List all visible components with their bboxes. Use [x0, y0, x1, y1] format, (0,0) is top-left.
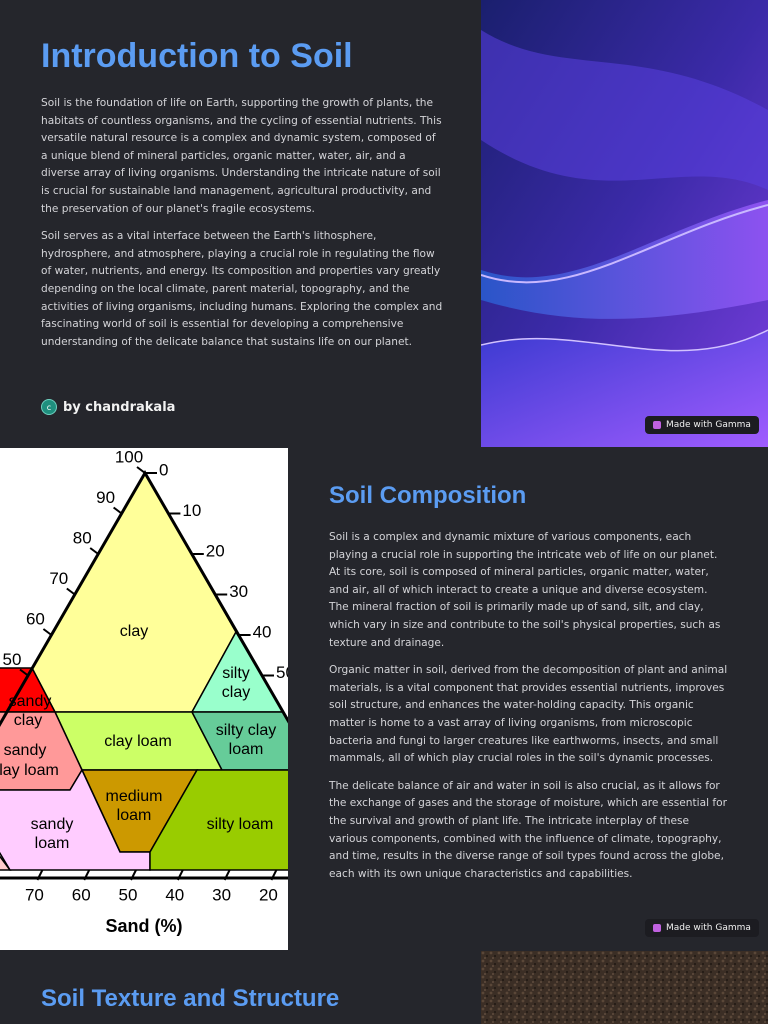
region-label: clay loam — [0, 762, 59, 779]
tick — [270, 869, 278, 881]
tick-label: 60 — [26, 609, 45, 628]
tick — [136, 466, 146, 474]
soil-texture-triangle: clay silty clay sandy clay clay loam silty cla… — [0, 448, 288, 950]
region-label: loam — [229, 741, 264, 758]
region-label: clay — [222, 684, 250, 701]
region-label: sandy — [31, 816, 74, 833]
badge-text: Made with Gamma — [666, 420, 751, 430]
tick — [112, 506, 123, 515]
tick-label: 50 — [119, 885, 138, 904]
region-label: clay — [120, 623, 148, 640]
tick-label: 100 — [115, 448, 143, 466]
tick-label: 90 — [96, 488, 115, 507]
avatar: c — [41, 399, 57, 415]
author: c by chandrakala — [41, 399, 175, 415]
tick-label: 50 — [3, 650, 22, 669]
region — [149, 769, 288, 871]
tick — [19, 668, 29, 677]
region-label: sandy — [4, 742, 47, 759]
tick-label: 0 — [159, 460, 168, 479]
region-label: sandy — [9, 693, 52, 710]
region-label: medium — [106, 788, 163, 805]
region — [190, 711, 288, 771]
hero-title: Introduction to Soil — [41, 37, 353, 75]
region-label: silty clay — [216, 722, 276, 739]
soil-image — [481, 951, 768, 1024]
tick — [36, 869, 44, 881]
composition-text: Soil is a complex and dynamic mixture of… — [329, 529, 729, 893]
paragraph: Organic matter in soil, derived from the… — [329, 664, 728, 765]
region-label: loam — [35, 835, 70, 852]
region-label: clay loam — [104, 733, 172, 750]
tick-label: 20 — [259, 885, 278, 904]
paragraph: The delicate balance of air and water in… — [329, 779, 727, 880]
tick — [42, 628, 53, 636]
tick — [130, 869, 137, 881]
hero-text: Soil is the foundation of life on Earth,… — [41, 95, 443, 361]
badge[interactable]: Made with Gamma — [645, 416, 759, 434]
tick-label: 60 — [72, 885, 91, 904]
tick-label: 30 — [229, 582, 248, 601]
tick-label: 20 — [206, 541, 225, 560]
paragraph: Soil serves as a vital interface between… — [41, 230, 443, 348]
axis-label: Sand (%) — [105, 916, 182, 936]
paragraph: Soil is the foundation of life on Earth,… — [41, 97, 442, 215]
region-label: silty loam — [207, 816, 274, 833]
tick-label: 10 — [182, 501, 201, 520]
hero-image — [481, 0, 768, 447]
tick-label: 40 — [165, 885, 184, 904]
author-name: by chandrakala — [63, 399, 176, 415]
tick-label: 30 — [212, 885, 231, 904]
tick-label: 80 — [73, 528, 92, 547]
region-label: loam — [117, 807, 152, 824]
badge-text: Made with Gamma — [666, 923, 751, 933]
paragraph: Soil is a complex and dynamic mixture of… — [329, 531, 721, 649]
region-label: clay — [14, 712, 42, 729]
badge[interactable]: Made with Gamma — [645, 919, 759, 937]
tick — [223, 869, 231, 881]
tick-label: 50 — [276, 663, 288, 682]
tick — [89, 547, 99, 555]
tick — [176, 869, 184, 881]
tick-label: 70 — [49, 569, 68, 588]
section-title: Soil Composition — [329, 482, 527, 509]
tick-label: 40 — [253, 622, 272, 641]
tick — [66, 587, 76, 596]
region-label: silty — [222, 665, 250, 682]
section-title: Soil Texture and Structure — [41, 985, 340, 1012]
tick-label: 70 — [25, 885, 44, 904]
tick — [83, 869, 91, 881]
